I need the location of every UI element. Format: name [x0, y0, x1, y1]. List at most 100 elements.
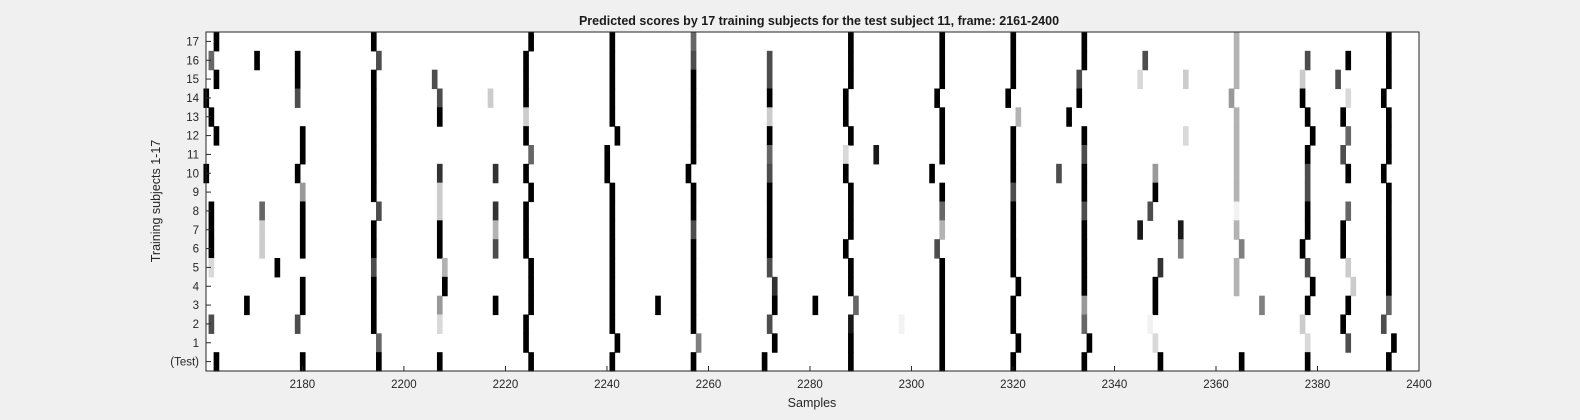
heat-cell: [1157, 258, 1164, 278]
x-tick-label: 2400: [1406, 379, 1432, 391]
heat-cell: [1299, 69, 1306, 90]
heat-cell: [436, 163, 443, 184]
heat-cell: [1010, 32, 1017, 52]
heat-cell: [609, 276, 616, 297]
x-tick-label: 2320: [1000, 379, 1026, 391]
heat-cell: [244, 295, 250, 316]
heat-cell: [1157, 352, 1164, 372]
heat-cell: [1304, 295, 1311, 316]
heat-cell: [1233, 163, 1240, 184]
heat-cell: [370, 126, 377, 146]
heat-cell: [376, 333, 382, 353]
heat-cell: [690, 239, 697, 259]
heat-cell: [1345, 126, 1352, 146]
heat-cell: [492, 220, 499, 240]
heat-cell: [1081, 239, 1088, 259]
heat-cell: [376, 50, 382, 71]
heat-cell: [766, 220, 773, 240]
heat-cell: [1010, 352, 1017, 372]
heat-cell: [873, 145, 880, 165]
heat-cell: [1015, 107, 1022, 127]
heat-cell: [609, 182, 616, 203]
heat-cell: [1137, 69, 1143, 90]
heat-cell: [370, 107, 377, 127]
heat-cell: [436, 352, 443, 372]
heat-cell: [1142, 50, 1149, 71]
heat-cell: [523, 333, 529, 353]
heat-cell: [1380, 88, 1387, 108]
heat-cell: [1076, 69, 1083, 90]
heat-cell: [848, 258, 854, 278]
heat-cell: [1238, 239, 1245, 259]
heat-cell: [1391, 333, 1397, 353]
heat-cell: [528, 258, 534, 278]
heat-cell: [1183, 126, 1189, 146]
heat-cell: [695, 333, 702, 353]
heat-cell: [939, 32, 946, 52]
heat-cell: [492, 163, 499, 184]
heat-cell: [1386, 295, 1392, 316]
heat-cell: [1233, 50, 1240, 71]
heat-cell: [690, 50, 697, 71]
heat-cell: [1081, 314, 1088, 334]
heat-cell: [1299, 239, 1306, 259]
heat-cell: [1010, 314, 1017, 334]
y-tick-label: 6: [193, 244, 199, 256]
heat-cell: [299, 201, 306, 221]
heat-cell: [848, 182, 854, 203]
heat-cell: [939, 352, 946, 372]
y-tick-label: 17: [186, 36, 199, 48]
heat-cell: [898, 314, 905, 334]
heat-cell: [848, 69, 854, 90]
heat-cell: [1081, 126, 1088, 146]
heat-cell: [1010, 145, 1017, 165]
heat-cell: [370, 239, 377, 259]
heat-cell: [436, 88, 443, 108]
heat-cell: [939, 107, 946, 127]
heat-cell: [771, 295, 778, 316]
heat-cell: [609, 50, 616, 71]
heat-cell: [848, 314, 854, 334]
heat-cell: [1304, 107, 1311, 127]
heat-cell: [1386, 352, 1392, 372]
heat-cell: [690, 126, 697, 146]
heat-cell: [609, 220, 616, 240]
heat-cell: [1183, 69, 1189, 90]
heat-cell: [604, 145, 611, 165]
heat-cell: [848, 126, 854, 146]
y-tick-label: 1: [193, 338, 199, 350]
heat-cell: [1345, 258, 1352, 278]
heat-cell: [528, 145, 534, 165]
heat-cell: [1010, 239, 1017, 259]
x-tick-label: 2240: [594, 379, 620, 391]
heat-cell: [690, 201, 697, 221]
heat-cell: [1233, 201, 1240, 221]
heat-cell: [848, 352, 854, 372]
heat-cell: [609, 295, 616, 316]
heat-cell: [766, 163, 773, 184]
heat-cell: [614, 126, 621, 146]
heat-cell: [690, 107, 697, 127]
heat-cell: [853, 295, 859, 316]
heat-cell: [299, 239, 306, 259]
heat-cell: [771, 276, 778, 297]
x-tick-labels: 2180 2200 2220 2240 2260 2280 2300 2320 2340 2360…: [290, 366, 1432, 391]
heat-cell: [1228, 88, 1235, 108]
heat-cell: [370, 276, 377, 297]
heat-cell: [1233, 126, 1240, 146]
heat-cell: [939, 69, 946, 90]
heat-cell: [1147, 201, 1154, 221]
heat-cell: [1010, 258, 1017, 278]
heat-cell: [299, 126, 306, 146]
heat-cell: [1233, 182, 1240, 203]
heat-cell: [690, 258, 697, 278]
heat-cell: [1345, 163, 1352, 184]
heat-cell: [436, 314, 443, 334]
y-tick-label: 5: [193, 262, 199, 274]
heat-cell: [842, 107, 849, 127]
heat-cell: [1345, 201, 1352, 221]
heat-cell: [690, 220, 697, 240]
heat-cell: [1386, 182, 1392, 203]
heat-cell: [1233, 145, 1240, 165]
heat-cell: [294, 163, 301, 184]
